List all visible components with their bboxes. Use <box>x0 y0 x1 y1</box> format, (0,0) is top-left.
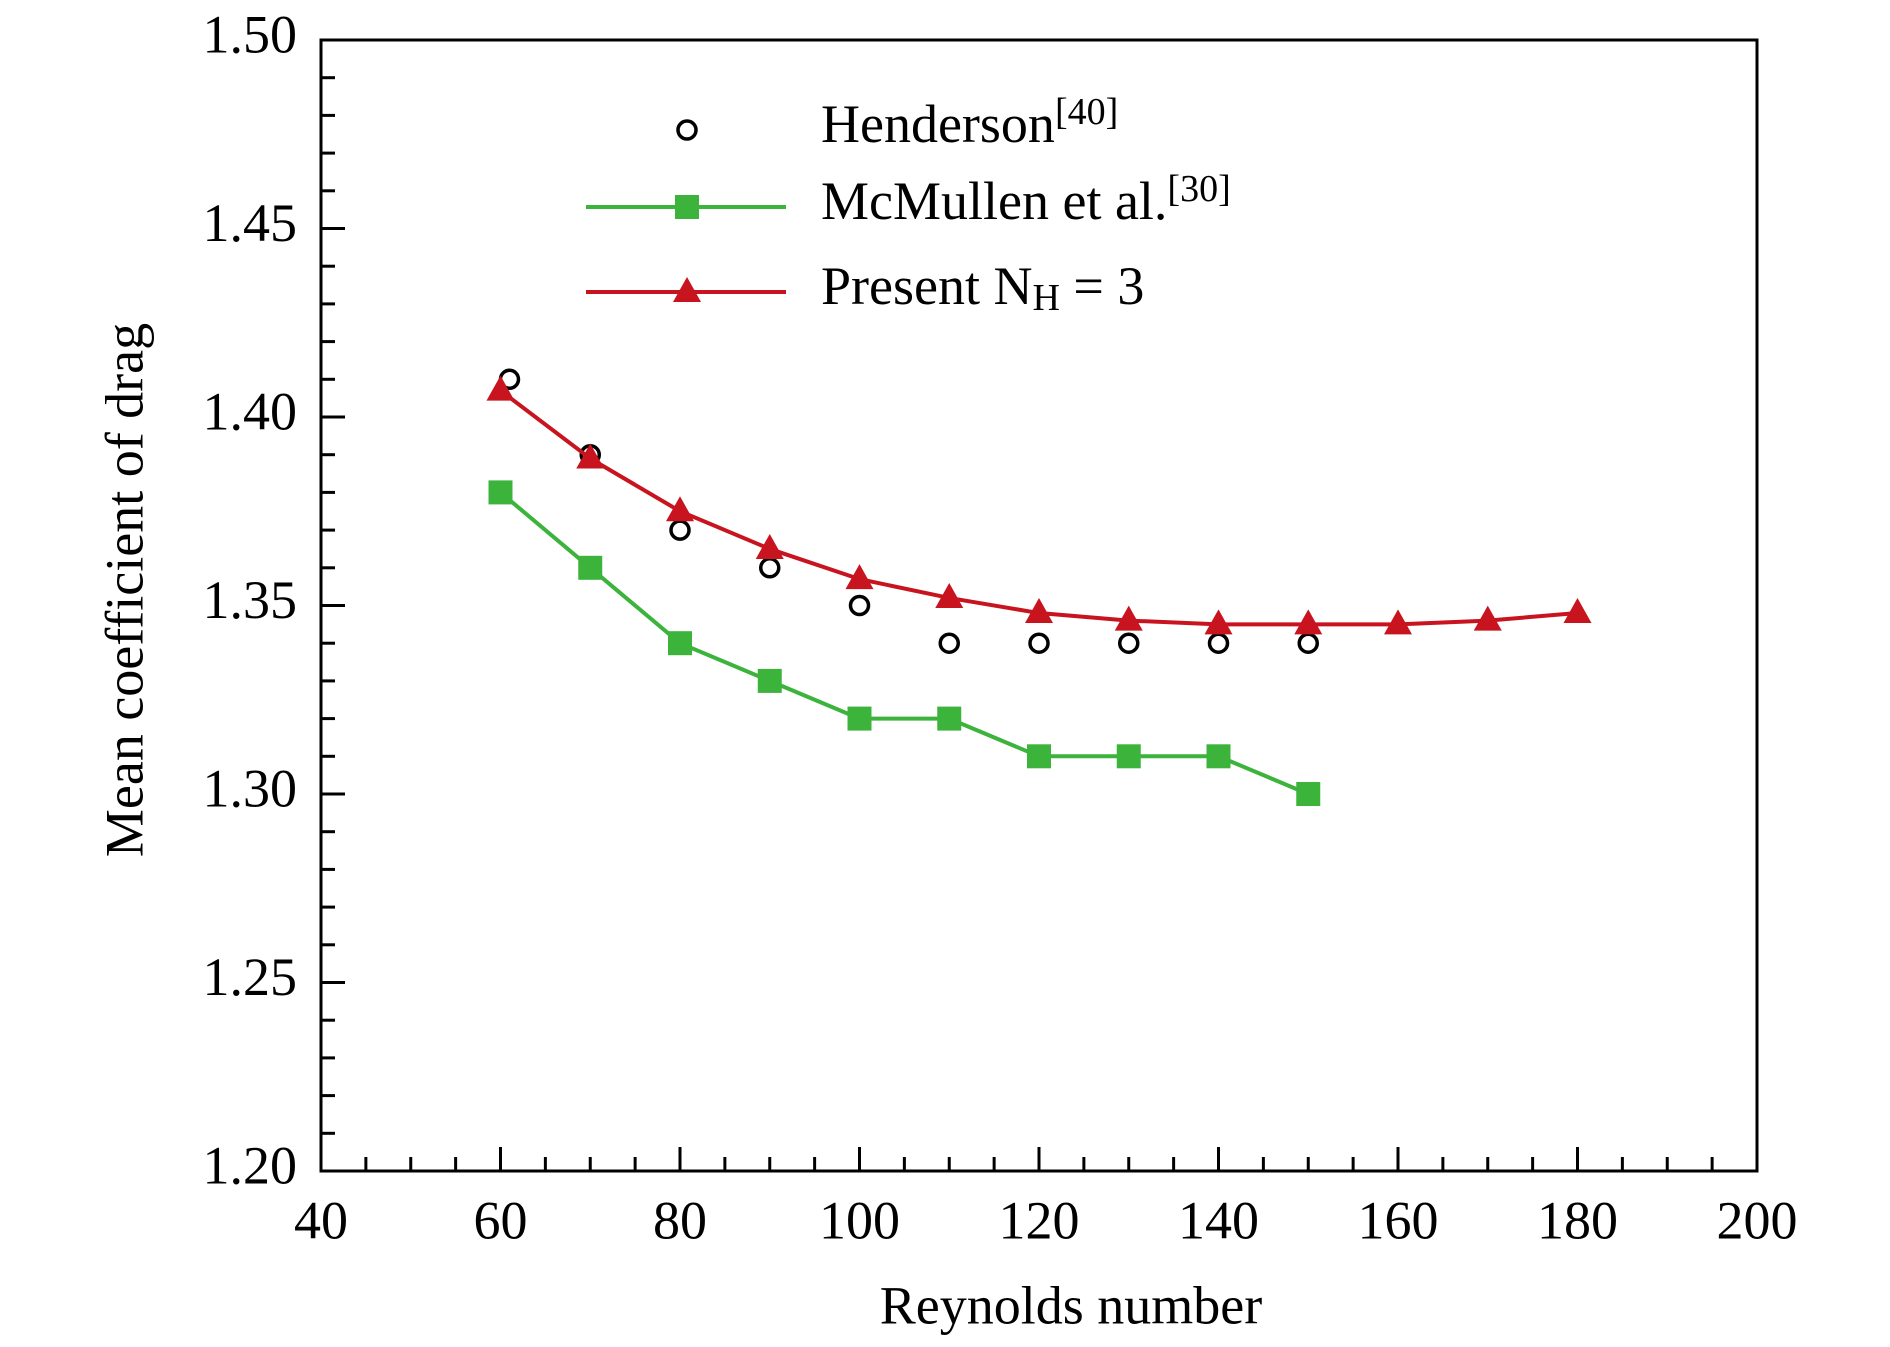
legend-label: McMullen et al.[30] <box>821 168 1231 232</box>
marker-triangle <box>1025 598 1053 624</box>
marker-square <box>1296 782 1321 806</box>
legend-marker <box>675 195 699 219</box>
x-tick-label: 160 <box>1358 1190 1439 1250</box>
marker-triangle <box>755 533 784 559</box>
marker-triangle <box>1294 609 1323 635</box>
marker-square <box>1027 744 1051 769</box>
y-tick-label: 1.20 <box>203 1135 298 1195</box>
marker-triangle <box>1473 605 1502 631</box>
x-tick-label: 200 <box>1717 1190 1798 1250</box>
marker-circle <box>1028 632 1050 654</box>
x-tick-label: 100 <box>819 1190 900 1250</box>
x-tick-label: 180 <box>1537 1190 1618 1250</box>
x-tick-label: 120 <box>999 1190 1080 1250</box>
marker-square <box>847 706 872 731</box>
marker-circle <box>669 519 691 541</box>
x-axis-title: Reynolds number <box>880 1275 1262 1335</box>
marker-circle <box>759 557 781 579</box>
legend-marker <box>676 119 698 141</box>
y-axis-title: Mean coefficient of drag <box>94 323 154 857</box>
series-line <box>499 389 1578 627</box>
y-tick-label: 1.30 <box>203 758 298 818</box>
marker-square <box>488 480 513 505</box>
marker-square <box>1206 744 1231 769</box>
marker-triangle <box>576 443 605 469</box>
marker-circle <box>848 594 871 617</box>
marker-square <box>757 668 782 693</box>
marker-circle <box>938 632 960 654</box>
x-tick-label: 40 <box>294 1190 348 1250</box>
marker-triangle <box>845 564 874 590</box>
legend-label: Henderson[40] <box>821 91 1118 155</box>
marker-circle <box>1118 632 1140 654</box>
marker-triangle <box>1204 609 1233 635</box>
marker-circle <box>1297 632 1319 654</box>
marker-square <box>578 555 603 580</box>
y-tick-label: 1.35 <box>203 570 298 630</box>
marker-triangle <box>486 375 515 401</box>
y-tick-label: 1.40 <box>203 381 298 441</box>
y-tick-label: 1.45 <box>203 193 298 253</box>
marker-triangle <box>935 582 964 608</box>
legend-marker <box>673 277 701 302</box>
x-tick-label: 60 <box>474 1190 528 1250</box>
marker-square <box>937 706 962 731</box>
marker-square <box>668 631 692 656</box>
marker-square <box>1116 744 1141 769</box>
x-tick-label: 140 <box>1178 1190 1259 1250</box>
y-tick-label: 1.25 <box>203 947 298 1007</box>
marker-triangle <box>666 496 694 522</box>
legend-label: Present NH = 3 <box>821 256 1144 319</box>
series-line <box>499 490 1310 796</box>
marker-triangle <box>1563 598 1592 624</box>
y-tick-label: 1.50 <box>203 4 298 64</box>
marker-circle <box>1207 632 1230 654</box>
marker-triangle <box>1384 609 1412 635</box>
marker-triangle <box>1114 605 1143 631</box>
x-tick-label: 80 <box>653 1190 707 1250</box>
